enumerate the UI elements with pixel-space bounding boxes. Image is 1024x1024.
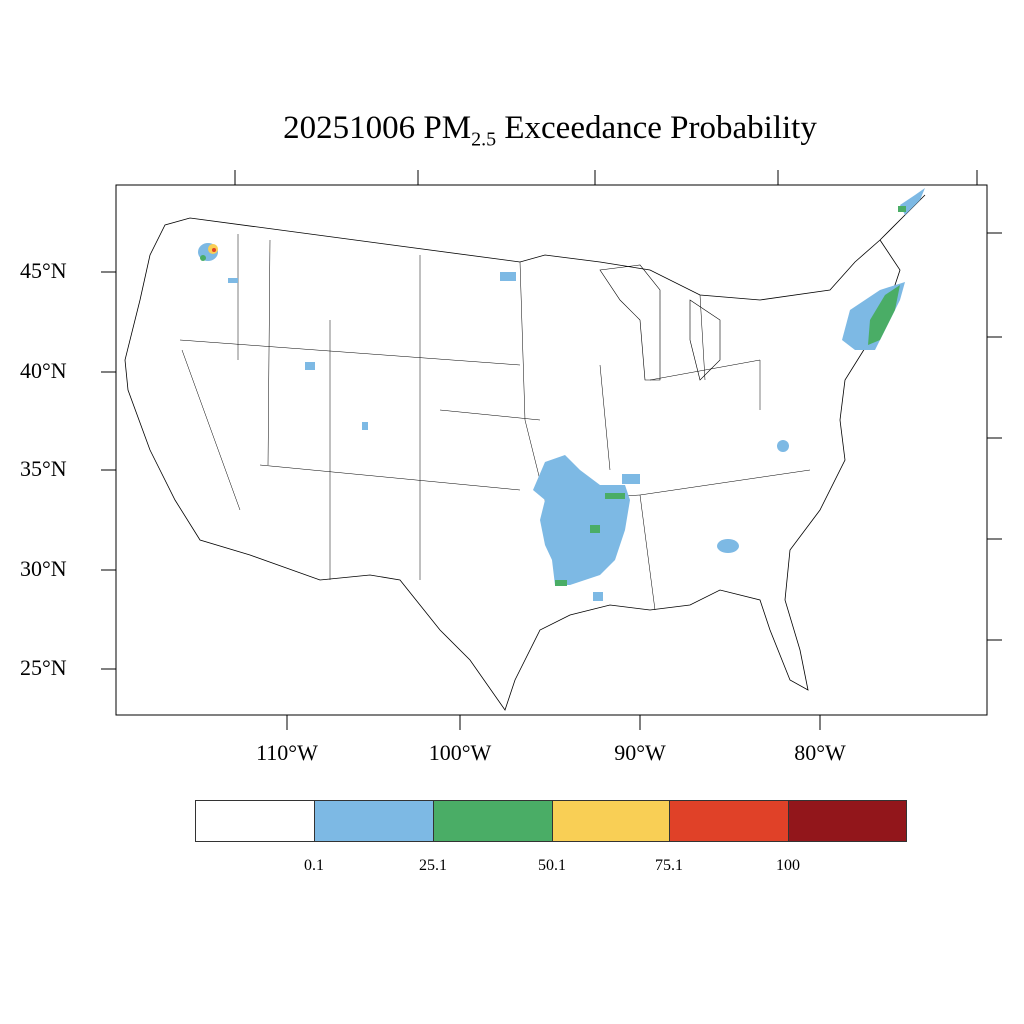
colorbar-label: 75.1: [655, 857, 683, 874]
probability-region: [900, 188, 925, 215]
lon-label: 100°W: [428, 740, 492, 765]
lon-label: 90°W: [614, 740, 666, 765]
lat-label: 30°N: [20, 556, 67, 581]
lat-label: 40°N: [20, 358, 67, 383]
axis-ticks: [101, 170, 1002, 730]
probability-region: [228, 278, 238, 283]
lon-label: 110°W: [256, 740, 318, 765]
probability-region: [898, 206, 906, 212]
map-title: 20251006 PM2.5 Exceedance Probability: [283, 110, 817, 151]
probability-region: [305, 362, 315, 370]
probability-region: [533, 455, 630, 585]
colorbar-box: [433, 800, 553, 842]
colorbar-box: [788, 800, 907, 842]
colorbar-box: [552, 800, 670, 842]
map-frame: [115, 184, 988, 716]
lat-label: 35°N: [20, 456, 67, 481]
probability-region: [500, 272, 516, 281]
probability-region: [200, 255, 206, 261]
colorbar-box: [669, 800, 789, 842]
probability-region: [590, 525, 600, 533]
colorbar-label: 100: [776, 857, 800, 874]
coastline-and-borders: [124, 194, 926, 711]
probability-region: [212, 248, 216, 252]
colorbar-label: 25.1: [419, 857, 447, 874]
probability-regions: [198, 188, 925, 601]
lon-label: 80°W: [794, 740, 846, 765]
probability-region: [868, 285, 900, 345]
probability-region: [593, 592, 603, 601]
colorbar-label: 0.1: [304, 857, 324, 874]
colorbar-box: [195, 800, 315, 842]
probability-region: [622, 474, 640, 484]
colorbar-label: 50.1: [538, 857, 566, 874]
lat-label: 45°N: [20, 258, 67, 283]
probability-region: [555, 580, 567, 586]
probability-region: [717, 539, 739, 553]
probability-region: [605, 493, 625, 499]
probability-region: [362, 422, 368, 430]
colorbar-box: [314, 800, 434, 842]
probability-region: [777, 440, 789, 452]
lat-label: 25°N: [20, 655, 67, 680]
